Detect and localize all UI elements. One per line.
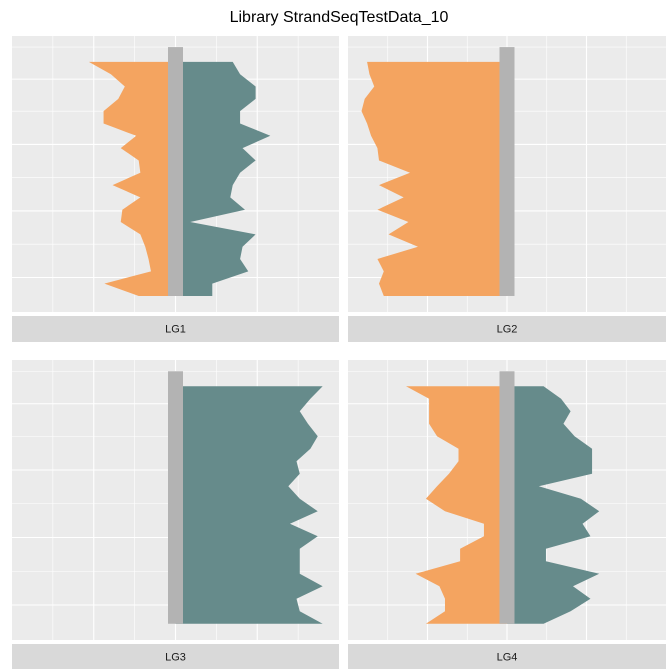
strip <box>348 316 666 342</box>
ideogram <box>168 47 183 296</box>
strip-label: LG1 <box>165 323 186 335</box>
strand-area <box>175 386 323 624</box>
strip-label: LG3 <box>165 651 186 663</box>
ideogram <box>499 47 515 296</box>
strip <box>12 644 339 669</box>
strand-area <box>361 61 507 296</box>
strand-area <box>88 61 176 296</box>
strip-label: LG4 <box>497 651 518 663</box>
strand-area <box>507 386 600 624</box>
strip <box>348 644 666 669</box>
chart-title: Library StrandSeqTestData_10 <box>230 9 449 26</box>
ideogram <box>168 371 183 624</box>
strip <box>12 316 339 342</box>
ideogram <box>499 371 515 624</box>
strand-area <box>175 61 271 296</box>
strip-label: LG2 <box>497 323 518 335</box>
strand-area <box>406 386 507 624</box>
